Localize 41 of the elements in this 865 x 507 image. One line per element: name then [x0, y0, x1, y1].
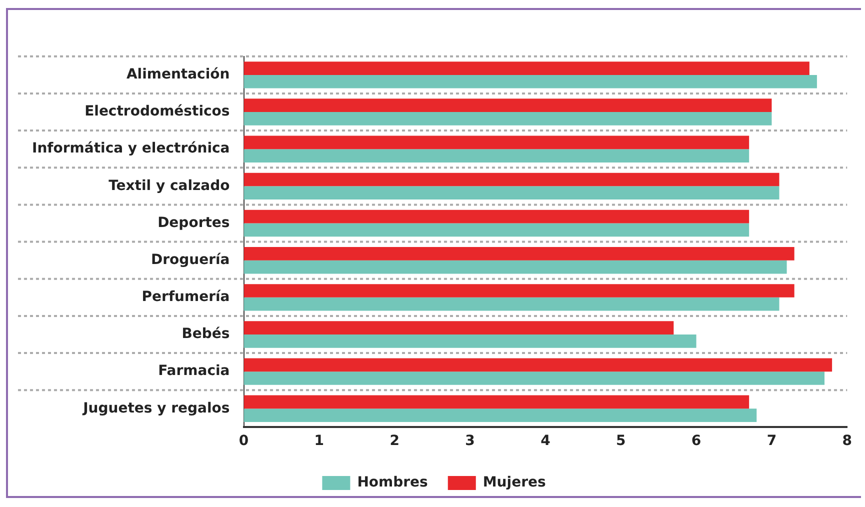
y-tick-label: Bebés: [182, 326, 230, 342]
y-tick-label: Perfumería: [142, 289, 230, 306]
bar: [244, 98, 772, 112]
bar: [244, 260, 787, 274]
y-tick-label: Droguería: [150, 252, 230, 268]
bar: [244, 284, 794, 298]
bar: [244, 334, 696, 348]
y-tick-label: Farmacia: [158, 363, 230, 380]
bar: [244, 246, 794, 260]
bar: [244, 297, 780, 311]
bar: [244, 358, 832, 372]
x-tick-label: 8: [842, 433, 852, 450]
x-tick-label: 0: [238, 433, 249, 450]
legend-label: Mujeres: [482, 474, 546, 491]
bar: [244, 74, 817, 88]
bar: [244, 210, 750, 224]
y-tick-label: Deportes: [158, 214, 230, 231]
bar: [244, 136, 750, 150]
bar: [244, 223, 750, 237]
y-tick-label: Alimentación: [126, 66, 230, 83]
bar: [244, 395, 750, 409]
y-tick-label: Informática y electrónica: [32, 140, 230, 157]
bar: [244, 112, 772, 126]
x-tick-label: 1: [314, 433, 324, 450]
x-tick-label: 4: [540, 433, 551, 450]
y-tick-label: Electrodomésticos: [84, 104, 230, 120]
legend-label: Hombres: [357, 474, 428, 491]
x-tick-label: 5: [616, 433, 626, 450]
y-tick-label: Juguetes y regalos: [82, 400, 230, 416]
bar: [244, 172, 780, 186]
y-tick-label: Textil y calzado: [108, 178, 230, 194]
bar: [244, 321, 674, 334]
x-tick-label: 2: [390, 433, 400, 450]
bar: [244, 149, 750, 162]
bar: [244, 372, 825, 385]
bar: [244, 186, 780, 200]
x-tick-label: 7: [766, 433, 777, 450]
x-tick-label: 3: [465, 433, 475, 450]
bar: [244, 62, 810, 75]
x-tick-label: 6: [691, 433, 702, 450]
bar: [244, 408, 757, 422]
